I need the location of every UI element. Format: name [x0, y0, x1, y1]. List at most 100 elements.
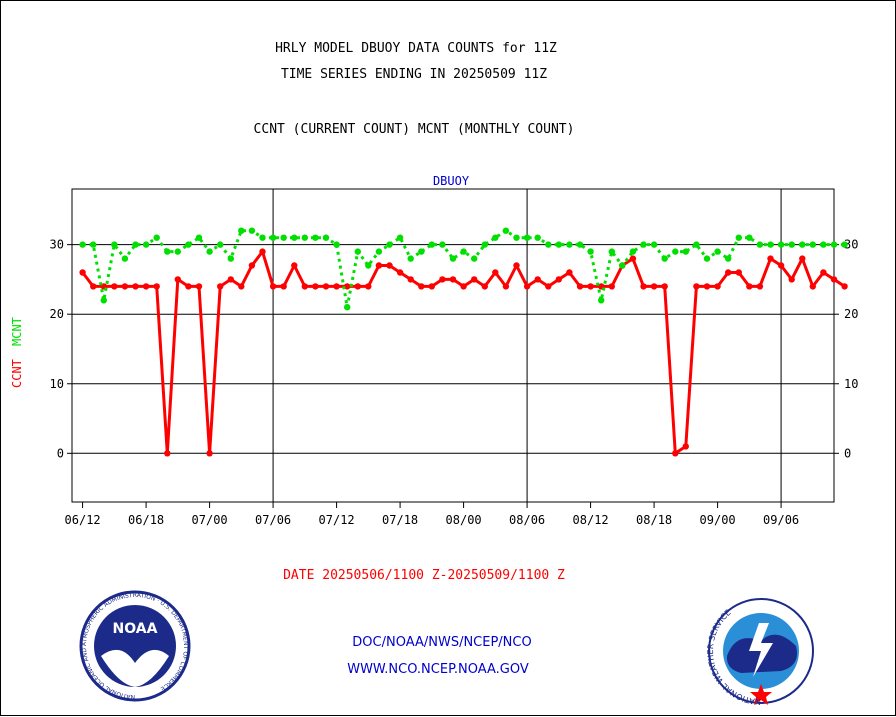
nws-logo: NATIONAL WEATHER SERVICE: [706, 598, 814, 706]
y-tick-label-right: 20: [844, 307, 858, 321]
data-point-ccnt: [830, 276, 838, 283]
data-point-ccnt: [333, 283, 340, 290]
data-point-mcnt: [344, 304, 351, 311]
data-point-mcnt: [777, 241, 785, 248]
data-point-mcnt: [502, 227, 510, 234]
data-point-ccnt: [428, 283, 435, 290]
data-point-ccnt: [195, 283, 203, 290]
data-point-ccnt: [153, 283, 160, 290]
data-point-ccnt: [820, 269, 827, 276]
data-point-mcnt: [640, 241, 647, 248]
data-point-mcnt: [725, 255, 732, 262]
y-tick-label-left: 20: [50, 307, 64, 321]
data-point-ccnt: [344, 283, 351, 290]
data-point-mcnt: [227, 255, 234, 262]
data-point-mcnt: [576, 241, 584, 248]
data-point-mcnt: [799, 241, 806, 248]
data-point-mcnt: [428, 241, 435, 248]
data-point-mcnt: [142, 241, 150, 248]
data-point-ccnt: [418, 283, 425, 290]
data-point-ccnt: [217, 283, 224, 290]
data-point-ccnt: [460, 283, 467, 290]
data-point-mcnt: [460, 248, 467, 255]
data-point-ccnt: [291, 262, 298, 269]
data-point-mcnt: [566, 241, 573, 248]
data-point-mcnt: [121, 255, 129, 262]
data-point-mcnt: [788, 241, 795, 248]
data-point-ccnt: [206, 450, 213, 457]
series-line-mcnt: [82, 229, 845, 309]
data-point-ccnt: [492, 269, 499, 276]
chart-title-line1: HRLY MODEL DBUOY DATA COUNTS for 11Z: [275, 41, 557, 56]
data-point-ccnt: [555, 276, 562, 283]
data-point-mcnt: [756, 241, 764, 248]
data-point-mcnt: [449, 255, 457, 262]
data-point-ccnt: [841, 283, 848, 290]
data-point-ccnt: [672, 450, 679, 457]
y-tick-label-right: 30: [844, 238, 858, 252]
data-point-ccnt: [587, 283, 594, 290]
data-point-ccnt: [365, 283, 372, 290]
data-point-ccnt: [629, 255, 637, 262]
data-point-ccnt: [640, 283, 647, 290]
data-point-mcnt: [714, 248, 721, 255]
data-point-ccnt: [523, 283, 531, 290]
data-point-mcnt: [248, 227, 256, 234]
data-point-mcnt: [682, 248, 689, 255]
data-point-mcnt: [132, 241, 139, 248]
x-tick-label: 07/00: [192, 513, 228, 527]
chart-subtitle: CCNT (CURRENT COUNT) MCNT (MONTHLY COUNT…: [254, 122, 575, 137]
data-point-mcnt: [354, 248, 361, 255]
data-point-mcnt: [587, 248, 594, 255]
data-point-mcnt: [619, 262, 626, 269]
data-point-ccnt: [756, 283, 764, 290]
data-point-mcnt: [650, 241, 658, 248]
footer-website[interactable]: WWW.NCO.NCEP.NOAA.GOV: [347, 662, 529, 677]
data-point-mcnt: [492, 234, 499, 241]
data-point-ccnt: [513, 262, 520, 269]
data-point-mcnt: [407, 255, 414, 262]
data-point-mcnt: [767, 241, 774, 248]
data-point-ccnt: [185, 283, 192, 290]
data-point-mcnt: [545, 241, 552, 248]
data-point-ccnt: [767, 255, 774, 262]
data-point-ccnt: [386, 262, 393, 269]
data-point-ccnt: [396, 269, 404, 276]
data-point-mcnt: [735, 234, 742, 241]
data-point-ccnt: [481, 283, 488, 290]
y-tick-label-left: 10: [50, 377, 64, 391]
data-point-mcnt: [153, 234, 160, 241]
grid-lines: [72, 189, 834, 502]
data-point-ccnt: [227, 276, 234, 283]
noaa-logo-text: NOAA: [113, 621, 158, 637]
data-point-mcnt: [629, 248, 637, 255]
data-point-mcnt: [523, 234, 531, 241]
x-tick-label: 09/06: [763, 513, 799, 527]
data-point-mcnt: [471, 255, 478, 262]
data-point-mcnt: [513, 234, 520, 241]
data-point-ccnt: [735, 269, 742, 276]
data-point-mcnt: [608, 248, 615, 255]
chart-title-line2: TIME SERIES ENDING IN 20250509 11Z: [281, 67, 547, 82]
data-point-mcnt: [195, 234, 203, 241]
y-tick-label-left: 0: [57, 446, 64, 460]
data-point-ccnt: [375, 262, 383, 269]
date-range-label: DATE 20250506/1100 Z-20250509/1100 Z: [283, 568, 565, 583]
x-tick-label: 08/06: [509, 513, 545, 527]
data-point-ccnt: [566, 269, 573, 276]
y-label-mcnt: MCNT: [10, 317, 24, 346]
x-tick-label: 08/18: [636, 513, 672, 527]
y-tick-label-right: 10: [844, 377, 858, 391]
data-point-mcnt: [661, 255, 668, 262]
data-point-ccnt: [142, 283, 150, 290]
data-point-ccnt: [90, 283, 97, 290]
data-point-ccnt: [534, 276, 541, 283]
y-tick-label-left: 30: [50, 238, 64, 252]
data-point-mcnt: [79, 241, 86, 248]
data-point-mcnt: [555, 241, 562, 248]
x-tick-label: 07/06: [255, 513, 291, 527]
plot-area: [71, 188, 835, 503]
y-label-ccnt: CCNT: [10, 359, 24, 388]
data-point-mcnt: [312, 234, 319, 241]
